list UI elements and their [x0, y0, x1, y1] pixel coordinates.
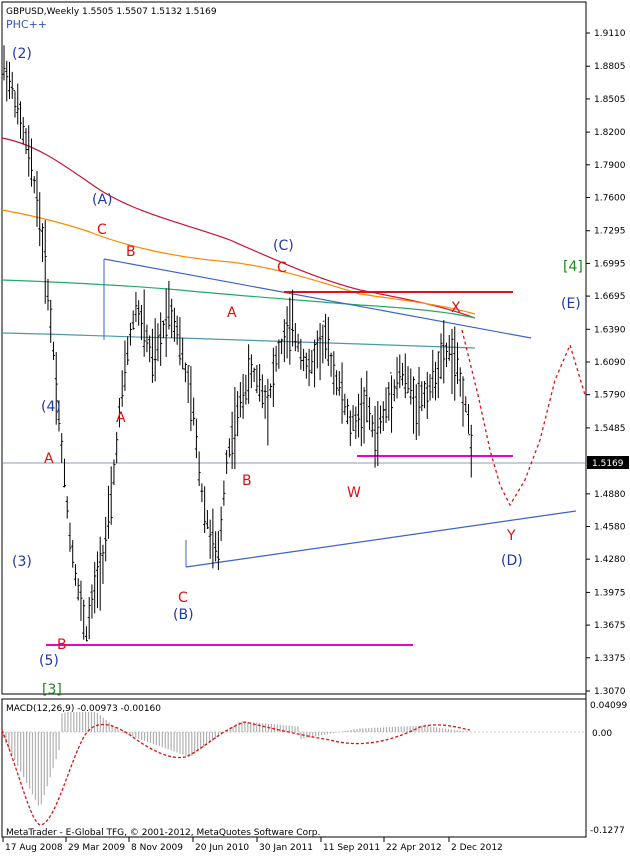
current-price-label: 1.5169 [592, 459, 624, 469]
moving-averages [1, 137, 476, 349]
price-tick: 1.6090 [594, 358, 626, 368]
price-tick: 1.3375 [594, 654, 626, 664]
ma-red-line [1, 137, 476, 319]
date-tick: 20 Jun 2010 [195, 843, 249, 853]
price-tick: 1.9110 [594, 29, 626, 39]
current-price-box [587, 456, 629, 469]
macd-signal-line [1, 721, 471, 826]
wave-label: Y [506, 528, 516, 544]
price-tick: 1.7295 [594, 227, 626, 237]
ma-green-line [1, 279, 476, 319]
wave-label: X [451, 300, 461, 316]
wave-label: A [227, 305, 237, 321]
date-axis: 17 Aug 2008 29 Mar 2009 8 Nov 2009 20 Jun 2… [2, 837, 503, 853]
upper-trendline [103, 258, 532, 339]
price-tick: 1.7900 [594, 161, 626, 171]
price-tick: 1.4880 [594, 490, 626, 500]
macd-tick: -0.1277 [590, 826, 625, 836]
price-tick: 1.7600 [594, 194, 626, 204]
ma-orange-line [1, 209, 476, 315]
date-tick: 22 Apr 2012 [386, 843, 442, 853]
wave-label: B [57, 637, 67, 653]
wave-label: [3] [42, 682, 62, 698]
wave-label: C [97, 222, 107, 238]
macd-tick: 0.00 [592, 729, 612, 739]
date-tick: 2 Dec 2012 [451, 843, 503, 853]
date-tick: 11 Sep 2011 [323, 843, 380, 853]
wave-label: (B) [173, 607, 194, 623]
price-tick: 1.6390 [594, 325, 626, 335]
price-tick: 1.3975 [594, 588, 626, 598]
ma-teal-line [1, 332, 476, 349]
price-axis: 1.9110 1.8805 1.8505 1.8200 1.7900 1.7600 1.72… [586, 29, 626, 697]
date-tick: 8 Nov 2009 [131, 843, 183, 853]
price-tick: 1.3675 [594, 621, 626, 631]
price-tick: 1.6695 [594, 292, 626, 302]
macd-label: MACD(12,26,9) -0.00973 -0.00160 [6, 704, 161, 714]
price-pane [1, 1, 587, 695]
price-tick: 1.4280 [594, 555, 626, 565]
wave-label: (5) [39, 653, 59, 669]
symbol-header: GBPUSD,Weekly 1.5505 1.5507 1.5132 1.516… [6, 7, 217, 17]
indicator-label: PHC++ [6, 18, 47, 31]
price-tick: 1.6995 [594, 259, 626, 269]
price-tick: 1.8200 [594, 128, 626, 138]
price-tick: 1.8505 [594, 95, 626, 105]
wave-label: (C) [273, 238, 294, 254]
price-bars [2, 45, 473, 642]
price-tick: 1.5485 [594, 424, 626, 434]
trendlines [2, 258, 586, 646]
macd-pane [1, 698, 587, 838]
wave-label: C [178, 590, 188, 606]
wave-label: (3) [12, 554, 32, 570]
wave-label: A [44, 451, 54, 467]
wave-label: B [126, 244, 136, 260]
date-tick: 17 Aug 2008 [5, 843, 63, 853]
date-tick: 30 Jan 2011 [259, 843, 313, 853]
lower-trendline [185, 510, 577, 568]
wave-label: A [116, 410, 126, 426]
wave-label: C [277, 260, 287, 276]
wave-label: (A) [92, 192, 113, 208]
macd-tick: 0.04099 [590, 701, 627, 711]
wave-label: [4] [563, 259, 583, 275]
wave-label: B [242, 473, 252, 489]
wave-label: (E) [561, 296, 581, 312]
macd-histogram [2, 712, 473, 806]
wave-label: (2) [12, 46, 32, 62]
copyright-text: MetaTrader - E-Global TFG, © 2001-2012, … [6, 828, 320, 838]
wave-label: (D) [501, 553, 523, 569]
date-tick: 29 Mar 2009 [68, 843, 125, 853]
wave-labels: (2) (A) C B (C) C [4] (E) X A (4) A A B … [12, 46, 583, 698]
price-tick: 1.3070 [594, 687, 626, 697]
price-tick: 1.8805 [594, 62, 626, 72]
wave-label: (4) [41, 399, 61, 415]
price-tick: 1.4580 [594, 523, 626, 533]
wave-label: W [347, 485, 361, 501]
price-tick: 1.5790 [594, 391, 626, 401]
